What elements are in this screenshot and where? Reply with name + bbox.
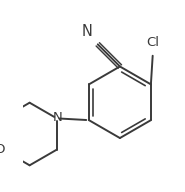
Text: N: N bbox=[53, 111, 63, 124]
Text: N: N bbox=[82, 24, 93, 39]
Text: O: O bbox=[0, 143, 5, 156]
Text: Cl: Cl bbox=[146, 36, 159, 50]
